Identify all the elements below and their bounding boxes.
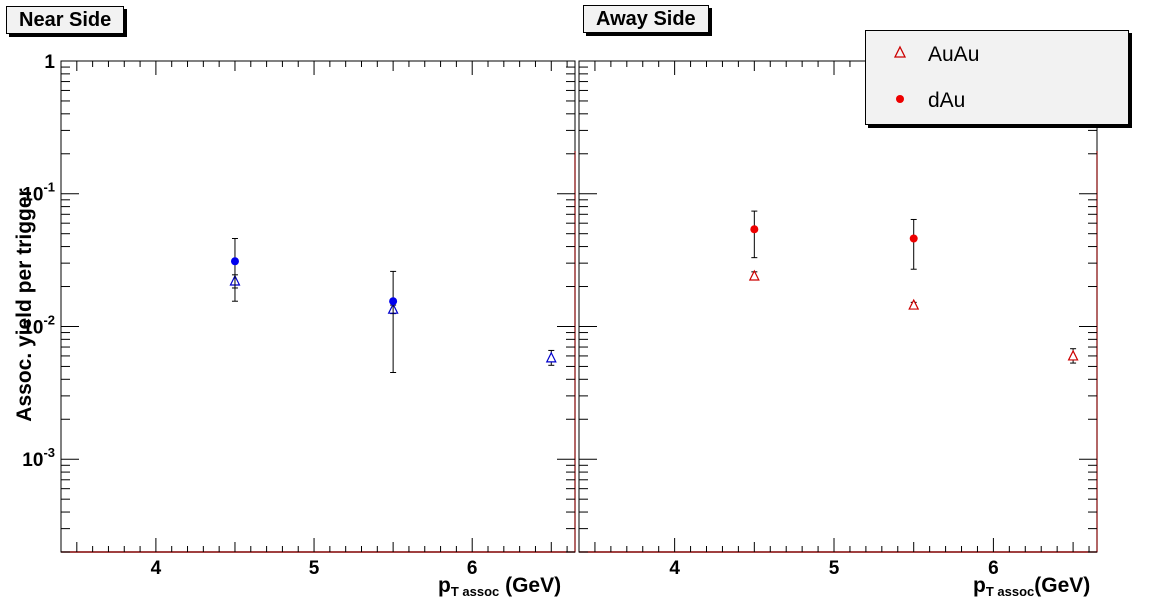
data-point-dau [750,225,759,234]
data-point-dau [230,257,239,266]
y-axis-label: Assoc. yield per trigger [13,188,36,422]
legend-item-dau: dAu [928,89,966,112]
data-point-auau [1067,349,1079,361]
data-point-auau [545,351,557,363]
y-tick-label: 10-2 [22,312,55,338]
x-tick-label: 5 [829,558,840,579]
x-tick-label: 6 [988,558,999,579]
legend-circle-icon [896,95,904,103]
legend-item-auau: AuAu [928,43,980,66]
plot-frame-away [578,60,1098,553]
x-tick-label: 5 [309,558,320,579]
x-axis-label-away: pT assoc(GeV) [973,574,1091,599]
x-tick-label: 6 [467,558,478,579]
plot-frame-near [60,60,576,553]
panel-title-near: Near Side [6,6,125,34]
data-point-auau [748,269,760,281]
data-point-dau [389,297,398,306]
x-tick-label: 4 [151,558,162,579]
x-tick-label: 4 [669,558,680,579]
x-axis-label-near: pT assoc (GeV) [438,574,562,599]
y-tick-label: 1 [44,52,55,73]
data-point-dau [909,234,918,243]
legend: AuAu dAu [865,30,1129,125]
panel-title-away: Away Side [583,5,709,33]
y-tick-label: 10-1 [22,180,55,206]
legend-triangle-icon [893,45,907,58]
data-point-auau [908,298,920,310]
y-tick-label: 10-3 [22,445,55,471]
